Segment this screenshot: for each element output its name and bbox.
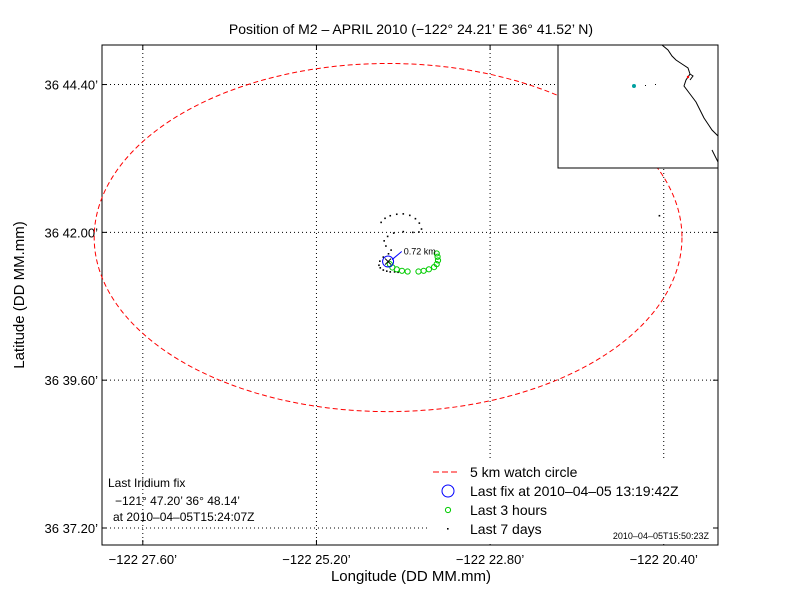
watch-circle [93, 62, 683, 413]
legend-last-3-hours-label: Last 3 hours [470, 502, 547, 518]
tick-layer: −122 27.60’ −122 25.20’ −122 22.80’ −122 20… [45, 45, 718, 567]
last-7-days-point [378, 264, 380, 267]
last-7-days-point [402, 230, 405, 233]
x-tick-label: −122 22.80’ [456, 552, 524, 567]
x-tick-label: −122 20.40’ [630, 552, 698, 567]
y-tick-label: 36 37.20’ [45, 521, 99, 536]
last-3-hours-point [433, 261, 440, 268]
last-7-days-point [397, 271, 399, 274]
x-tick-label: −122 25.20’ [282, 552, 350, 567]
inset-map-coastline-south [711, 149, 719, 163]
last-fix-marker [382, 255, 395, 268]
last-7-days-point [392, 232, 395, 234]
legend-background [428, 460, 712, 544]
last-7-days-point [418, 231, 420, 233]
last-7-days-point [420, 228, 423, 230]
last-7-days-point [382, 256, 385, 258]
last-7-days-point [387, 252, 390, 255]
legend-last-7-days-label: Last 7 days [470, 521, 542, 537]
last-fix-cross [384, 258, 392, 265]
last-7-days-point [389, 271, 392, 273]
legend: 5 km watch circle Last fix at 2010–04–05… [428, 460, 712, 544]
inset-mooring-marker [632, 84, 636, 88]
distance-label: 0.72 km [404, 247, 436, 257]
last-7-days-point [389, 214, 392, 217]
last-7-days-point [385, 270, 388, 272]
x-axis-label: Longitude (DD MM.mm) [331, 568, 491, 585]
iridium-note-line-3: at 2010–04–05T15:24:07Z [113, 510, 254, 524]
x-tick-label: −122 27.60’ [109, 552, 177, 567]
last-7-days-point [395, 213, 398, 216]
inset-map [557, 44, 719, 169]
y-axis-label: Latitude (DD MM.mm) [11, 221, 28, 369]
iridium-fix-note: Last Iridium fix −121° 47.20’ 36° 48.14’… [108, 476, 254, 524]
last-3-hours-point [434, 253, 441, 260]
last-3-hours-point [434, 257, 442, 264]
legend-last-fix-label: Last fix at 2010–04–05 13:19:42Z [470, 483, 679, 499]
last-7-days-point [385, 245, 387, 247]
data-layer: 0.72 km [93, 62, 683, 413]
last-3-hours-point [433, 250, 440, 257]
last-7-days-point [658, 214, 661, 217]
last-3-hours-point [398, 267, 406, 274]
chart-title: Position of M2 – APRIL 2010 (−122° 24.21… [229, 21, 593, 37]
inset-map-coastline-detail [689, 73, 694, 81]
y-tick-label: 36 42.00’ [45, 225, 99, 240]
last-7-days-point [380, 221, 382, 224]
legend-last-7-days-swatch [447, 528, 449, 530]
y-tick-label: 36 44.40’ [45, 78, 99, 93]
last-7-days-point [383, 240, 385, 242]
inset-point-b [655, 84, 656, 85]
last-7-days-point [393, 271, 396, 273]
last-7-days-point [390, 249, 392, 251]
distance-leader [391, 251, 403, 260]
legend-last-3-hours-swatch [444, 506, 452, 514]
y-tick-label: 36 39.60’ [45, 373, 99, 388]
last-7-days-point [379, 260, 381, 262]
last-3-hours-point [404, 268, 411, 275]
last-7-days-point [414, 217, 417, 220]
last-7-days-point [386, 235, 389, 238]
last-7-days-point [384, 217, 386, 220]
last-3-hours-point [425, 266, 432, 273]
iridium-note-line-1: Last Iridium fix [108, 476, 185, 490]
last-7-days-point [379, 267, 382, 269]
inset-map-coastline [661, 44, 719, 137]
last-7-days-point [402, 213, 405, 215]
last-7-days-point [382, 269, 385, 271]
last-7-days-point [408, 214, 411, 217]
inset-map-frame [557, 44, 719, 169]
inset-point-a [645, 85, 646, 86]
last-7-days-point [412, 231, 414, 234]
plot-timestamp: 2010–04–05T15:50:23Z [613, 531, 710, 541]
last-7-days-point [418, 222, 421, 224]
iridium-note-line-2: −121° 47.20’ 36° 48.14’ [115, 494, 240, 508]
legend-watch-circle-label: 5 km watch circle [470, 464, 578, 480]
plot-frame [101, 44, 719, 546]
inset-iridium-marker [686, 75, 690, 79]
legend-last-fix-swatch [441, 484, 455, 498]
